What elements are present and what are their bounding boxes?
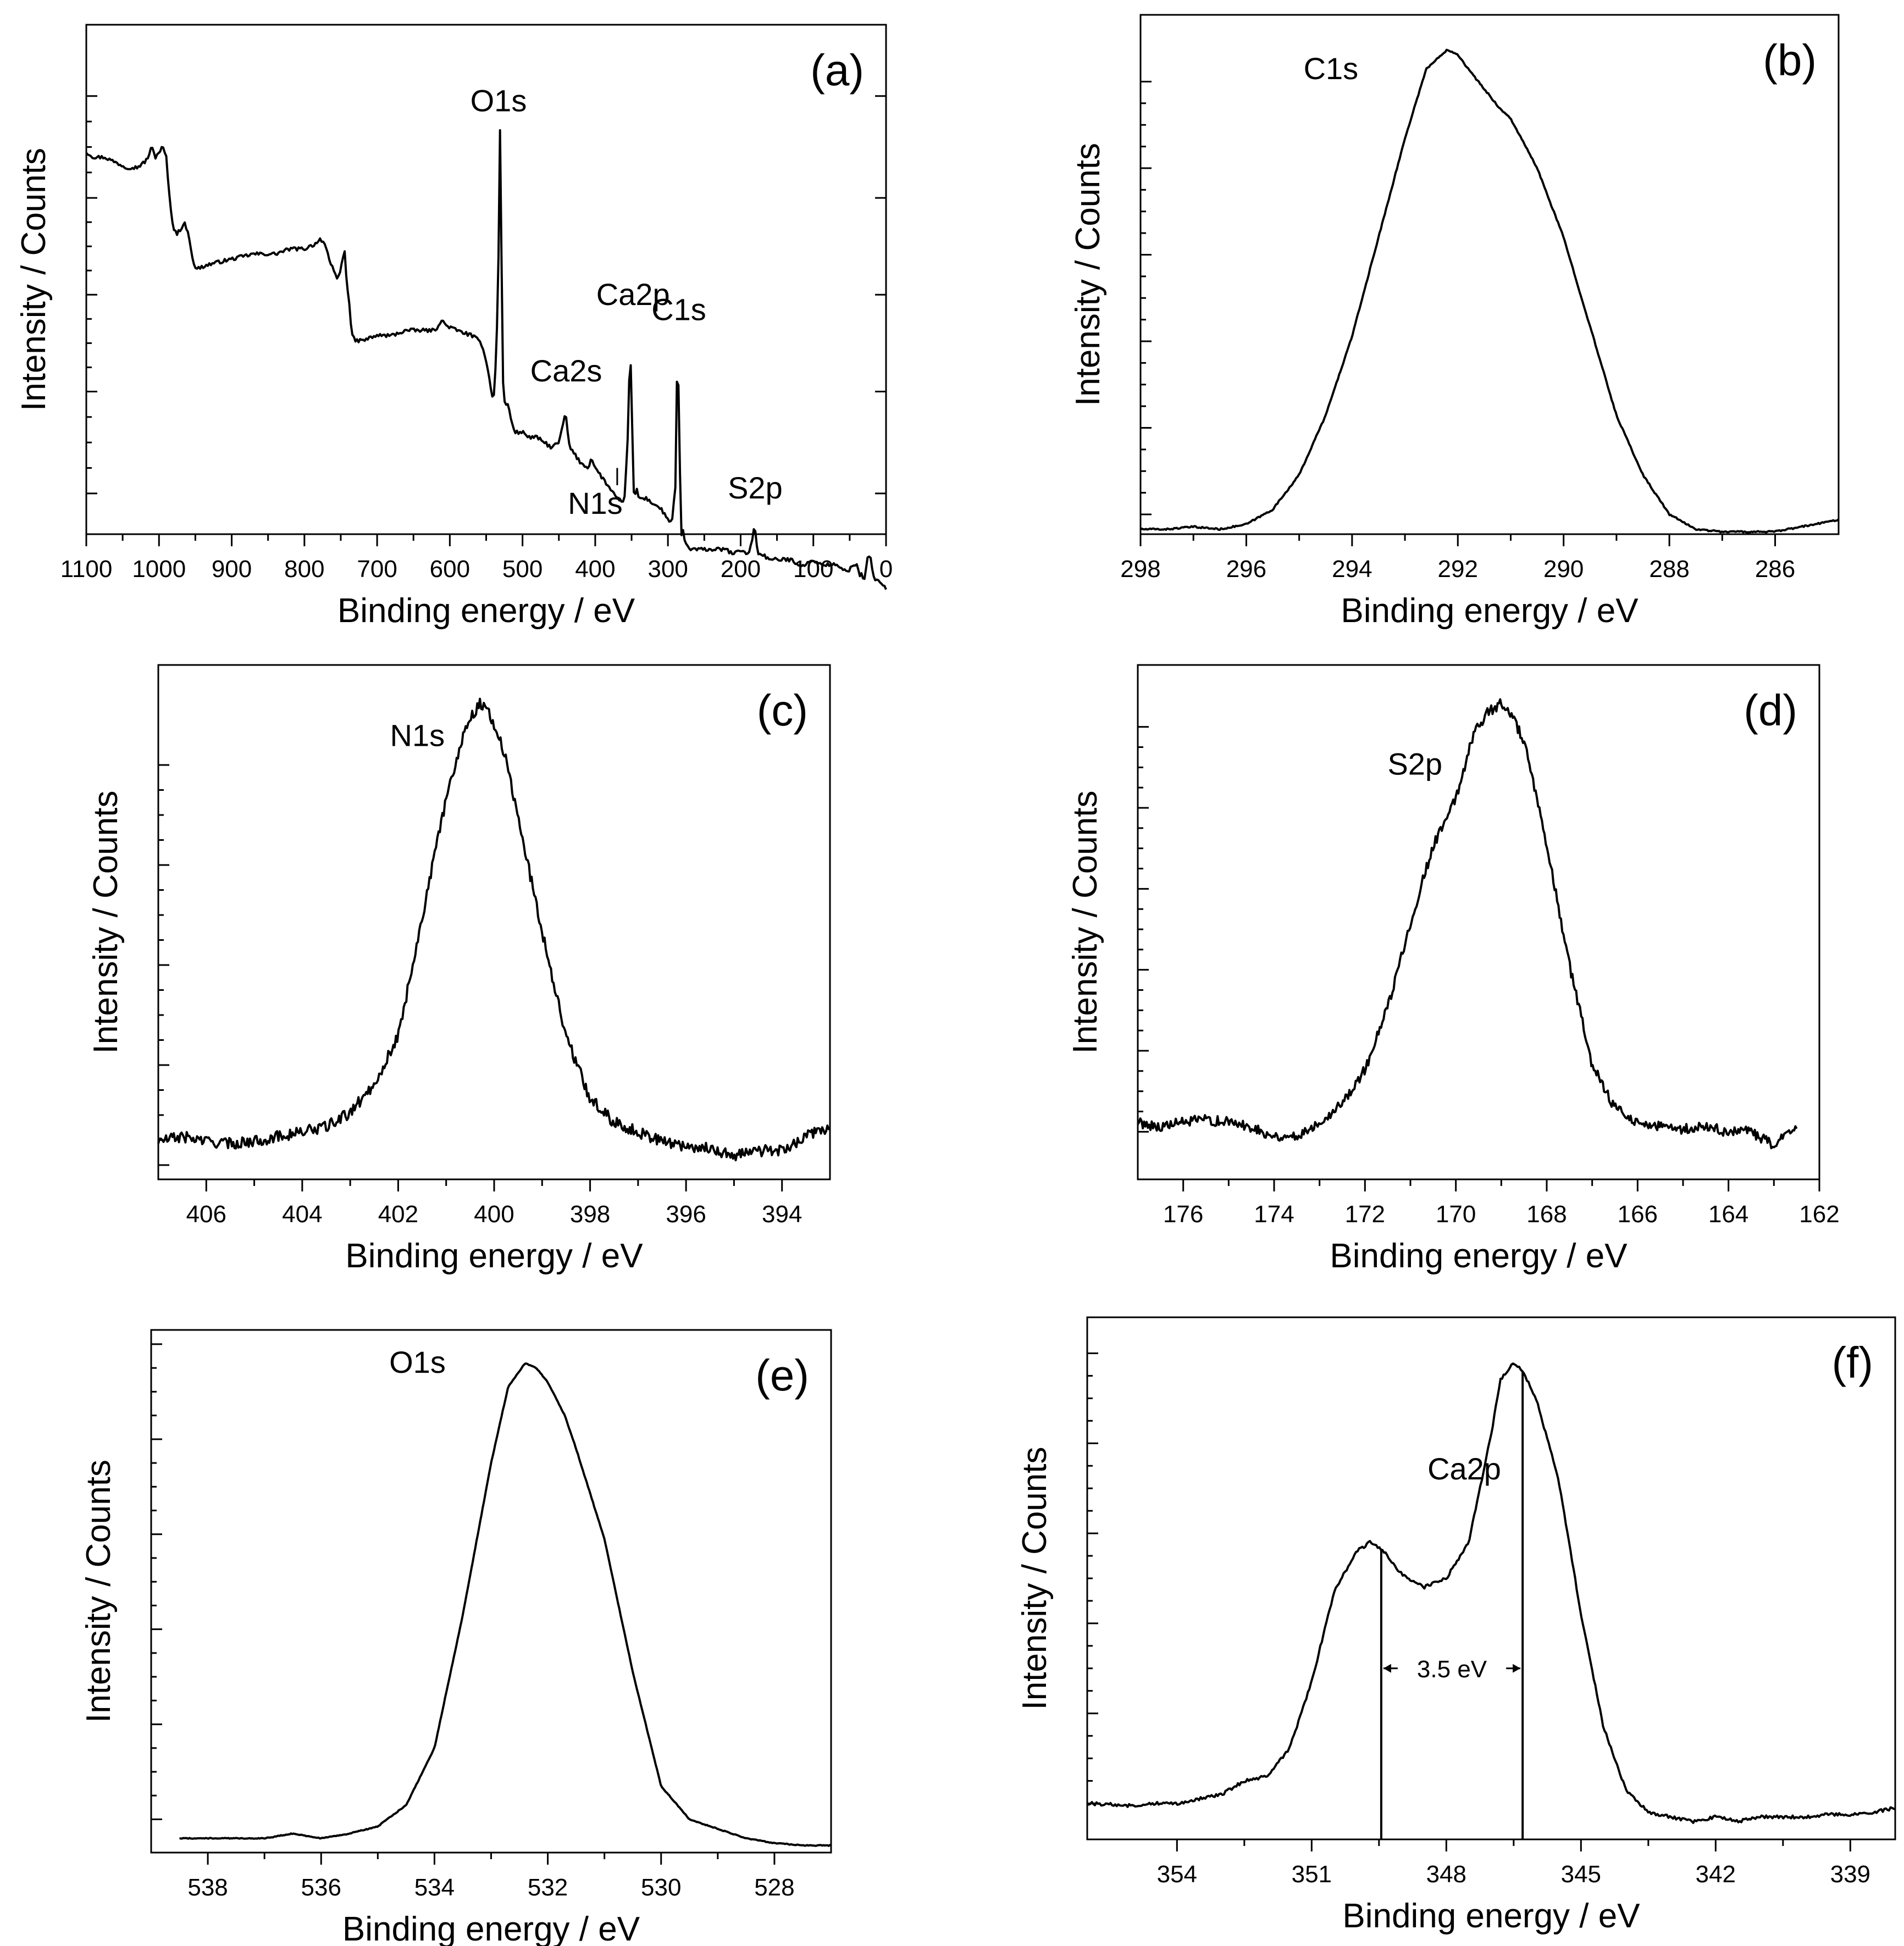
y-axis-title: Intensity / Counts — [15, 148, 53, 411]
plot-frame — [1139, 14, 1840, 535]
y-axis-title: Intensity / Counts — [1016, 1446, 1054, 1710]
panel-c: 406 404 402 400 398 396 394 N1s (c) Binding energ… — [87, 664, 831, 1275]
x-tick-label: 164 — [1708, 1201, 1748, 1228]
panel-d: 176 174 172 170 168 166 164 162 S2p (d) Binding en… — [1066, 664, 1840, 1275]
x-tick-label: 404 — [282, 1201, 322, 1228]
x-tick-label: 172 — [1345, 1201, 1385, 1228]
x-tick-label: 348 — [1426, 1861, 1466, 1888]
x-tick-label: 528 — [754, 1874, 794, 1901]
plot-frame — [157, 664, 831, 1180]
x-axis-title: Binding energy / eV — [1342, 1897, 1640, 1935]
peak-label: Ca2p — [1427, 1451, 1501, 1486]
panel-f: 354 351 348 345 342 339 3.5 eV Ca2p (f) Binding e… — [1016, 1316, 1896, 1935]
x-tick-label: 168 — [1526, 1201, 1567, 1228]
plot-frame — [1137, 664, 1820, 1180]
x-tick-label: 100 — [793, 556, 833, 583]
x-tick-label: 406 — [186, 1201, 226, 1228]
x-tick-label: 294 — [1332, 556, 1372, 583]
series-line-Ca2p — [1087, 1362, 1896, 1824]
x-tick-label: 296 — [1226, 556, 1266, 583]
x-tick-label: 530 — [641, 1874, 681, 1901]
peak-label: Ca2s — [530, 353, 602, 388]
x-tick-label: 345 — [1561, 1861, 1601, 1888]
x-tick-label: 351 — [1292, 1861, 1332, 1888]
x-tick-label: 354 — [1157, 1861, 1197, 1888]
span-arrowhead-left — [1383, 1664, 1391, 1673]
span-label: 3.5 eV — [1417, 1656, 1487, 1683]
x-tick-label: 700 — [357, 556, 397, 583]
peak-label: S2p — [728, 470, 783, 505]
panel-label: (c) — [757, 686, 808, 735]
peak-label: O1s — [471, 84, 527, 118]
x-tick-label: 402 — [378, 1201, 418, 1228]
x-tick-label: 288 — [1649, 556, 1689, 583]
panel-b: 298 296 294 292 290 288 286 C1s (b) Binding energ… — [1069, 14, 1840, 630]
y-axis-title: Intensity / Counts — [1066, 790, 1104, 1054]
x-tick-label: 300 — [647, 556, 688, 583]
x-tick-label: 176 — [1163, 1201, 1203, 1228]
panel-label: (a) — [810, 46, 864, 95]
y-axis-title: Intensity / Counts — [87, 790, 125, 1054]
x-tick-label: 600 — [430, 556, 470, 583]
x-tick-label: 532 — [528, 1874, 568, 1901]
x-tick-label: 286 — [1755, 556, 1795, 583]
x-tick-label: 538 — [187, 1874, 228, 1901]
x-tick-label: 0 — [879, 556, 893, 583]
x-tick-label: 394 — [762, 1201, 802, 1228]
x-tick-label: 1100 — [60, 556, 113, 583]
x-tick-label: 290 — [1543, 556, 1584, 583]
panel-label: (f) — [1831, 1338, 1873, 1387]
panel-label: (e) — [755, 1351, 809, 1400]
y-axis-title: Intensity / Counts — [1069, 143, 1107, 406]
x-tick-label: 396 — [666, 1201, 706, 1228]
x-tick-label: 536 — [301, 1874, 341, 1901]
peak-label: N1s — [390, 718, 445, 752]
x-axis-title: Binding energy / eV — [342, 1910, 640, 1946]
series-line-S2p — [1137, 698, 1798, 1150]
peak-label: S2p — [1387, 746, 1442, 781]
x-tick-label: 292 — [1438, 556, 1478, 583]
x-tick-label: 162 — [1799, 1201, 1839, 1228]
x-tick-label: 200 — [721, 556, 761, 583]
peak-label: N1s — [568, 486, 623, 520]
x-tick-label: 170 — [1436, 1201, 1476, 1228]
peak-label: O1s — [389, 1345, 446, 1379]
peak-label: C1s — [1304, 51, 1359, 86]
plot-frame — [150, 1329, 832, 1854]
peak-label: C1s — [651, 292, 706, 327]
series-line-C1s — [1139, 48, 1840, 534]
x-tick-label: 400 — [575, 556, 615, 583]
x-tick-label: 298 — [1120, 556, 1160, 583]
x-tick-label: 900 — [212, 556, 252, 583]
x-tick-label: 400 — [474, 1201, 514, 1228]
x-tick-label: 500 — [502, 556, 543, 583]
plot-frame — [1086, 1316, 1896, 1840]
span-arrowhead-right — [1513, 1664, 1521, 1673]
x-axis-title: Binding energy / eV — [337, 592, 635, 630]
x-tick-label: 342 — [1696, 1861, 1736, 1888]
x-tick-label: 1000 — [132, 556, 186, 583]
panel-label: (b) — [1763, 36, 1817, 85]
x-tick-label: 800 — [284, 556, 324, 583]
series-line-N1s — [157, 697, 831, 1162]
x-axis-title: Binding energy / eV — [345, 1237, 643, 1275]
series-line-survey — [85, 129, 887, 590]
x-axis-title: Binding energy / eV — [1330, 1237, 1628, 1275]
y-axis-title: Intensity / Counts — [80, 1460, 118, 1723]
x-tick-label: 339 — [1830, 1861, 1870, 1888]
series-line-O1s — [179, 1362, 832, 1847]
panel-a: 1100 1000 900 800 700 600 500 400 300 200 100 0O1sC… — [15, 24, 893, 630]
x-tick-label: 166 — [1618, 1201, 1658, 1228]
panel-e: 538 536 534 532 530 528 O1s (e) Binding energy /… — [80, 1329, 832, 1946]
x-tick-label: 174 — [1254, 1201, 1294, 1228]
x-tick-label: 534 — [414, 1874, 455, 1901]
x-tick-label: 398 — [570, 1201, 610, 1228]
x-axis-title: Binding energy / eV — [1341, 592, 1639, 630]
panel-label: (d) — [1744, 686, 1797, 735]
peak-label: Ca2p — [596, 277, 670, 312]
